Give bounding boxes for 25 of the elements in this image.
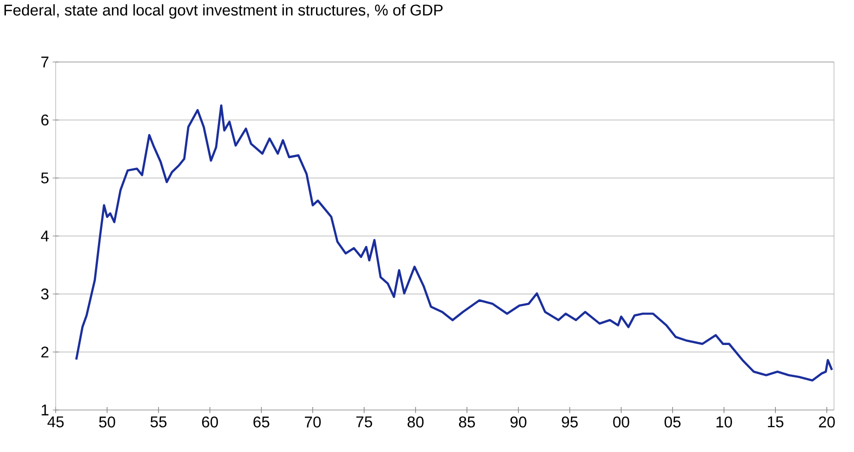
y-tick-label: 6 [41,114,48,126]
y-tick-label: 3 [41,288,48,300]
x-tick-label: 60 [202,416,218,428]
x-tick-label: 80 [408,416,424,428]
y-tick-label: 2 [41,346,48,358]
line-series [75,104,834,382]
x-tick-label: 90 [510,416,526,428]
x-tick-label: 00 [613,416,630,428]
x-tick-label: 05 [664,416,681,428]
y-tick-label: 5 [41,172,49,184]
x-tick-label: 85 [459,416,475,428]
x-tick-label: 10 [716,416,732,428]
x-tick-label: 75 [356,416,372,428]
chart-title: Federal, state and local govt investment in structures, % of GDP [4,4,443,19]
x-tick-label: 65 [254,416,270,428]
y-tick-label: 1 [42,404,48,416]
x-tick-label: 45 [47,416,64,428]
x-tick-label: 15 [768,416,784,428]
x-tick-label: 55 [150,416,166,428]
x-tick-label: 70 [304,416,321,428]
x-tick-label: 20 [818,416,835,428]
y-tick-label: 7 [41,56,48,68]
x-tick-label: 95 [562,416,578,428]
y-tick-label: 4 [40,230,49,242]
x-tick-label: 50 [99,416,116,428]
